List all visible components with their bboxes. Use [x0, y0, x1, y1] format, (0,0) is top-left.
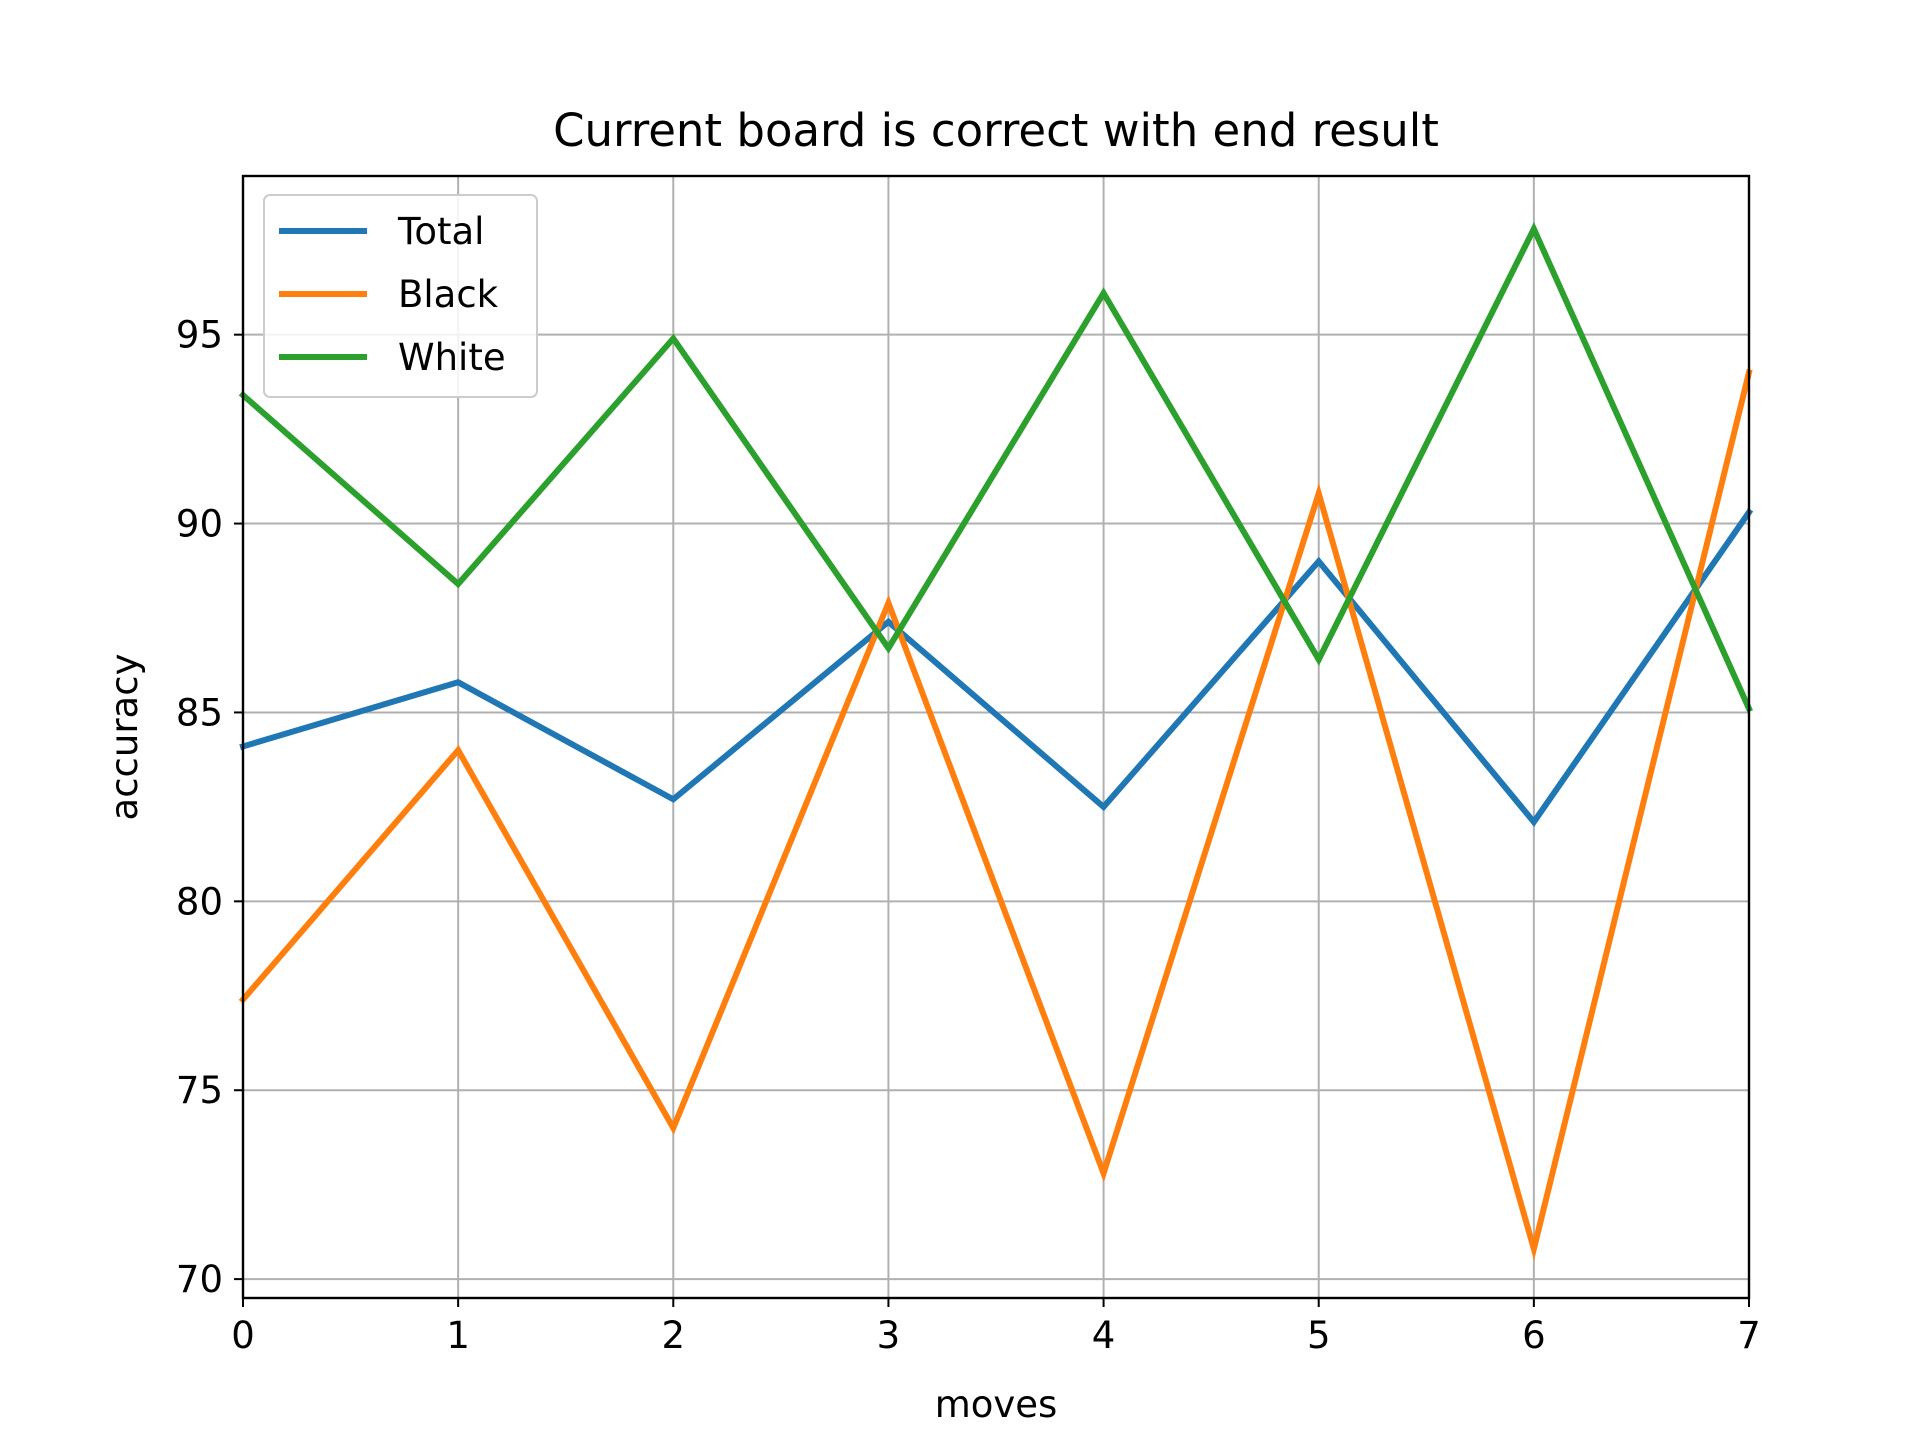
y-axis-ticks: 70 75 80 85 90 95: [176, 314, 243, 1301]
y-tick-label: 90: [176, 503, 223, 546]
y-tick-label: 70: [176, 1258, 223, 1301]
chart-title: Current board is correct with end result: [553, 104, 1439, 157]
y-tick-label: 75: [176, 1069, 223, 1112]
series-line-white: [238, 221, 1753, 713]
legend-label-total: Total: [397, 210, 484, 253]
legend-box: [263, 194, 538, 398]
y-axis-title: accuracy: [103, 654, 146, 821]
y-tick-label: 80: [176, 880, 223, 923]
x-tick-label: 5: [1307, 1314, 1331, 1357]
plot-frame: [241, 174, 1751, 1300]
legend-label-white: White: [398, 336, 506, 379]
legend: Total Black White: [263, 194, 538, 398]
y-tick-label: 85: [176, 691, 223, 734]
series-line-black: [238, 368, 1753, 1261]
legend-label-black: Black: [398, 273, 499, 316]
series-lines: [238, 221, 1754, 1261]
x-tick-label: 4: [1092, 1314, 1116, 1357]
x-tick-label: 7: [1737, 1314, 1761, 1357]
x-tick-label: 0: [231, 1314, 255, 1357]
x-axis-title: moves: [935, 1383, 1058, 1426]
x-tick-label: 6: [1522, 1314, 1546, 1357]
x-tick-label: 3: [877, 1314, 901, 1357]
x-tick-label: 1: [446, 1314, 470, 1357]
series-line-total: [239, 508, 1754, 827]
y-tick-label: 95: [176, 314, 223, 357]
x-tick-label: 2: [662, 1314, 686, 1357]
x-axis-ticks: 0 1 2 3 4 5 6 7: [231, 1298, 1761, 1357]
